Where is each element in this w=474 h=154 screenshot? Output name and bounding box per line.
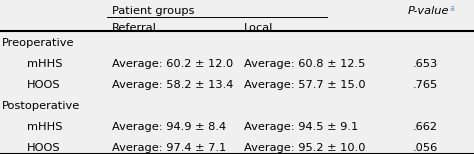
Text: .662: .662 (412, 122, 438, 132)
Text: Patient groups: Patient groups (112, 6, 195, 16)
Text: Average: 57.7 ± 15.0: Average: 57.7 ± 15.0 (244, 80, 366, 90)
Text: Local: Local (244, 23, 273, 33)
Text: Average: 60.2 ± 12.0: Average: 60.2 ± 12.0 (112, 59, 233, 69)
Text: Referral: Referral (112, 23, 157, 33)
Text: Average: 94.5 ± 9.1: Average: 94.5 ± 9.1 (244, 122, 358, 132)
Text: Average: 60.8 ± 12.5: Average: 60.8 ± 12.5 (244, 59, 365, 69)
Text: mHHS: mHHS (27, 122, 63, 132)
Text: Postoperative: Postoperative (1, 101, 80, 111)
Text: Average: 95.2 ± 10.0: Average: 95.2 ± 10.0 (244, 143, 365, 153)
Text: .653: .653 (412, 59, 438, 69)
Text: HOOS: HOOS (27, 143, 61, 153)
Text: HOOS: HOOS (27, 80, 61, 90)
Text: Preoperative: Preoperative (1, 38, 74, 48)
Text: mHHS: mHHS (27, 59, 63, 69)
Text: .056: .056 (412, 143, 438, 153)
Text: Average: 94.9 ± 8.4: Average: 94.9 ± 8.4 (112, 122, 226, 132)
Text: P-value: P-value (408, 6, 449, 16)
Text: Average: 58.2 ± 13.4: Average: 58.2 ± 13.4 (112, 80, 234, 90)
Text: Average: 97.4 ± 7.1: Average: 97.4 ± 7.1 (112, 143, 227, 153)
Text: .765: .765 (412, 80, 438, 90)
Text: a: a (449, 4, 454, 12)
